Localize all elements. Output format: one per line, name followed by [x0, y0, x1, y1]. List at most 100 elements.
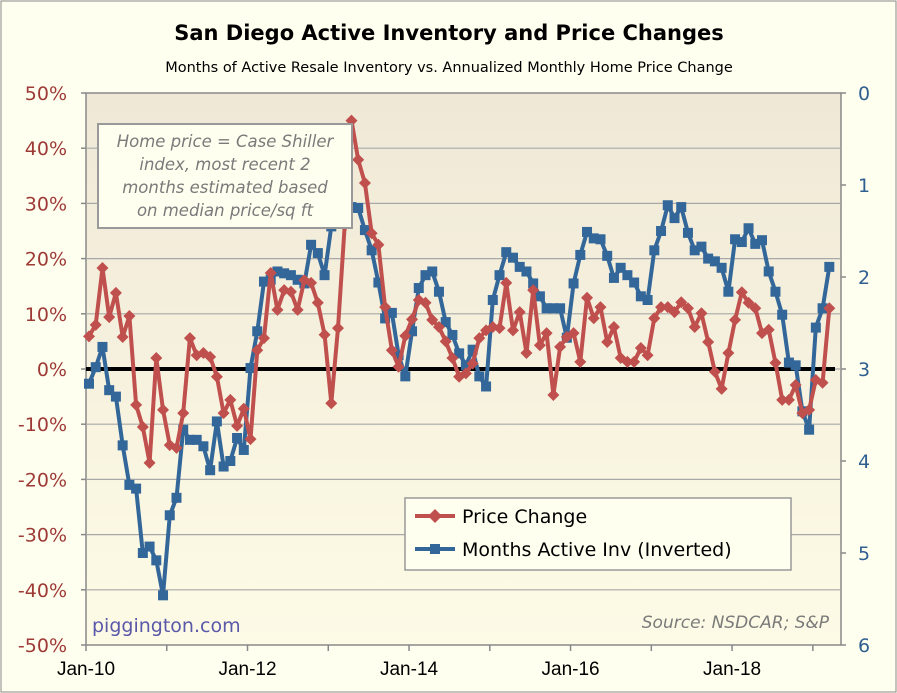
price-change-point — [823, 302, 836, 315]
price-change-point — [264, 266, 277, 279]
months-inventory-point — [555, 303, 566, 314]
months-inventory-point — [272, 266, 283, 277]
price-change-point — [655, 301, 668, 314]
months-inventory-point — [225, 456, 236, 466]
price-change-point — [217, 407, 230, 420]
months-inventory-point — [158, 590, 169, 601]
price-change-point — [177, 407, 190, 420]
price-change-point — [735, 286, 748, 299]
months-inventory-point — [164, 510, 175, 521]
price-change-point — [426, 313, 439, 326]
months-inventory-point — [366, 245, 377, 256]
price-change-point — [325, 397, 338, 410]
months-inventory-point — [810, 322, 821, 333]
months-inventory-point — [110, 391, 121, 402]
left-tick-label: -20% — [18, 469, 67, 491]
months-inventory-point — [770, 286, 781, 297]
months-inventory-point — [494, 270, 505, 281]
chart-title: San Diego Active Inventory and Price Cha… — [174, 21, 724, 45]
months-inventory-point — [433, 286, 444, 297]
price-change-point — [776, 393, 789, 406]
price-change-point — [695, 307, 708, 320]
months-inventory-point — [245, 363, 256, 374]
price-change-point — [540, 327, 553, 340]
price-change-point — [109, 286, 122, 299]
months-inventory-point — [501, 247, 512, 258]
months-inventory-point — [649, 245, 660, 256]
price-change-point — [668, 306, 681, 319]
left-axis: 50% 40% 30% 20% 10% 0% -10% -20% -30% -40% -50% — [18, 83, 86, 657]
months-inventory-point — [541, 303, 552, 314]
months-inventory-point — [238, 444, 249, 455]
months-inventory-point — [198, 441, 209, 452]
price-change-point — [123, 310, 136, 323]
annotation-line: index, most recent 2 — [139, 155, 310, 174]
right-tick-label: 3 — [858, 359, 870, 381]
months-inventory-point — [144, 541, 155, 552]
months-inventory-point — [777, 309, 788, 320]
price-change-point — [311, 296, 324, 309]
months-inventory-point — [420, 270, 431, 281]
x-tick-label: Jan-14 — [380, 659, 439, 680]
price-change-point — [762, 323, 775, 336]
left-tick-label: 10% — [25, 304, 67, 326]
months-inventory-point — [151, 555, 162, 566]
price-change-point — [816, 376, 829, 389]
months-inventory-point — [548, 303, 559, 314]
price-change-point — [116, 330, 129, 343]
months-inventory-point — [252, 326, 263, 337]
months-inventory-point — [427, 266, 438, 277]
price-change-point — [332, 322, 345, 335]
price-change-point — [500, 276, 513, 289]
price-change-point — [150, 351, 163, 364]
right-tick-label: 6 — [858, 635, 870, 657]
price-change-point — [729, 313, 742, 326]
months-inventory-point — [400, 371, 411, 382]
price-change-point — [392, 360, 405, 373]
months-inventory-point — [184, 434, 195, 445]
left-tick-label: -40% — [18, 580, 67, 602]
months-inventory-point — [440, 317, 451, 328]
price-change-point — [271, 303, 284, 316]
left-tick-label: -50% — [18, 635, 67, 657]
price-change-point — [83, 330, 95, 343]
months-inventory-point — [407, 326, 418, 337]
price-change-point — [520, 346, 533, 359]
months-inventory-point — [104, 385, 115, 396]
months-inventory-point — [90, 362, 101, 373]
price-change-point — [103, 311, 116, 324]
months-inventory-point — [514, 261, 525, 272]
left-tick-label: 50% — [25, 83, 67, 105]
months-inventory-point — [507, 252, 518, 263]
months-inventory-point — [285, 270, 296, 281]
right-tick-label: 5 — [858, 543, 870, 565]
right-axis: 0 1 2 3 4 5 6 — [841, 83, 870, 657]
price-change-point — [224, 393, 237, 406]
months-inventory-point — [319, 270, 330, 281]
months-inventory-point — [124, 479, 135, 490]
months-inventory-point — [373, 277, 384, 288]
months-inventory-point — [393, 350, 404, 361]
price-change-point — [506, 324, 519, 337]
months-inventory-point — [258, 276, 269, 287]
months-inventory-point — [481, 381, 492, 392]
months-inventory-point — [171, 492, 182, 503]
months-inventory-point — [703, 253, 714, 264]
months-inventory-point — [629, 277, 640, 288]
source-note: Source: NSDCAR; S&P — [642, 613, 830, 633]
months-inventory-point — [662, 200, 673, 211]
annotation-line: months estimated based — [122, 178, 328, 197]
months-inventory-point — [386, 307, 397, 318]
price-change-point — [473, 332, 486, 345]
price-change-point — [365, 227, 378, 240]
legend-months-inventory: Months Active Inv (Inverted) — [462, 539, 732, 561]
price-change-point — [143, 456, 156, 469]
left-tick-label: -30% — [18, 525, 67, 547]
legend-diamond-marker — [428, 509, 442, 523]
months-inventory-point — [232, 433, 243, 443]
months-inventory-point — [656, 226, 667, 236]
legend-square-marker — [430, 544, 440, 554]
months-inventory-point — [312, 248, 323, 259]
x-tick-label: Jan-12 — [218, 659, 276, 680]
